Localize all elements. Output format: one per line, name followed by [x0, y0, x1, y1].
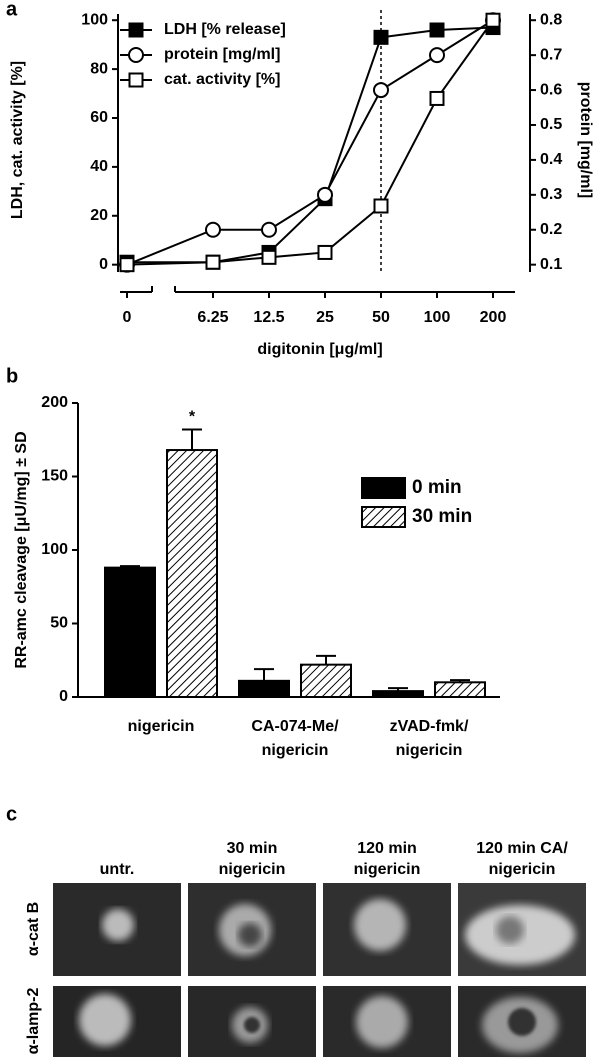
- column-label: 120 min: [357, 840, 417, 857]
- y-tick-label: 80: [90, 60, 108, 77]
- y-tick-label: 50: [50, 615, 68, 632]
- x-tick-label: nigericin: [128, 718, 195, 735]
- y2-tick-label: 0.2: [540, 221, 562, 238]
- legend-label: LDH [% release]: [164, 21, 286, 38]
- panel-label: c: [6, 803, 17, 825]
- error-bar: [316, 654, 336, 665]
- x-tick-label: 50: [372, 309, 390, 326]
- y2-tick-label: 0.6: [540, 81, 562, 98]
- marker: [119, 257, 135, 273]
- y-axis-label: RR-amc cleavage [μU/mg] ± SD: [13, 431, 30, 668]
- y-tick-label: 60: [90, 109, 108, 126]
- marker: [317, 186, 333, 203]
- cell-signal: [79, 994, 131, 1046]
- cell-signal: [354, 899, 406, 951]
- bar: [166, 449, 218, 699]
- y-tick-label: 40: [90, 158, 108, 175]
- bar: [372, 690, 424, 698]
- x-tick-label: 25: [316, 309, 334, 326]
- legend-swatch: [361, 477, 406, 499]
- legend-label: 0 min: [412, 477, 462, 498]
- marker: [373, 82, 389, 99]
- marker: [261, 249, 277, 265]
- y2-tick-label: 0.1: [540, 256, 562, 273]
- cell-signal: [496, 916, 524, 944]
- cell-signal: [102, 909, 134, 941]
- y-tick-label: 100: [81, 11, 108, 28]
- marker: [429, 90, 445, 106]
- cell-signal: [356, 996, 408, 1048]
- marker: [429, 47, 445, 64]
- row-label: α-lamp-2: [25, 988, 42, 1055]
- x-tick-label: nigericin: [396, 742, 463, 759]
- y-tick-label: 200: [41, 394, 68, 411]
- x-tick-label: nigericin: [262, 742, 329, 759]
- x-tick-label: CA-074-Me/: [251, 718, 339, 735]
- error-bar: [254, 668, 274, 681]
- marker: [128, 72, 144, 88]
- cell-signal: [508, 1008, 536, 1036]
- column-label: nigericin: [219, 861, 286, 878]
- y-tick-label: 0: [59, 688, 68, 705]
- legend-swatch: [361, 506, 406, 528]
- x-tick-label: 100: [424, 309, 451, 326]
- legend-label: 30 min: [412, 506, 472, 527]
- micrographs: [53, 883, 586, 1057]
- column-label: nigericin: [354, 861, 421, 878]
- x-tick-label: 200: [480, 309, 507, 326]
- row-label: α-cat B: [25, 902, 42, 956]
- y-axis-label: LDH, cat. activity [%]: [9, 61, 26, 219]
- column-label: 120 min CA/: [476, 840, 568, 857]
- bar: [300, 663, 352, 698]
- marker: [128, 47, 144, 63]
- y2-tick-label: 0.5: [540, 116, 562, 133]
- x-tick-label: 6.25: [197, 309, 228, 326]
- column-label: untr.: [100, 861, 135, 878]
- x-tick-label: zVAD-fmk/: [390, 718, 469, 735]
- cell-signal: [244, 1017, 260, 1033]
- x-tick-label: 0: [123, 309, 132, 326]
- y-tick-label: 0: [99, 256, 108, 273]
- x-tick-label: 12.5: [253, 309, 284, 326]
- y2-tick-label: 0.3: [540, 186, 562, 203]
- panel-label: b: [6, 365, 18, 387]
- marker: [205, 254, 221, 270]
- panel-label: a: [6, 0, 18, 20]
- marker: [261, 221, 277, 238]
- marker: [205, 221, 221, 238]
- y2-tick-label: 0.7: [540, 46, 562, 63]
- y2-tick-label: 0.4: [540, 151, 562, 168]
- marker: [429, 22, 445, 38]
- bar: [104, 566, 156, 699]
- bar: [238, 679, 290, 699]
- error-bar: [120, 565, 140, 568]
- error-bar: [182, 428, 202, 451]
- cell-signal: [238, 923, 262, 947]
- marker: [317, 244, 333, 260]
- marker: [373, 29, 389, 45]
- legend-label: cat. activity [%]: [164, 71, 280, 88]
- column-label: nigericin: [489, 861, 556, 878]
- legend-label: protein [mg/ml]: [164, 46, 280, 63]
- y2-tick-label: 0.8: [540, 11, 562, 28]
- y-tick-label: 20: [90, 207, 108, 224]
- y-tick-label: 150: [41, 468, 68, 485]
- error-bar: [450, 679, 470, 683]
- marker: [485, 12, 501, 28]
- y-tick-label: 100: [41, 541, 68, 558]
- marker: [128, 22, 144, 38]
- y2-axis-label: protein [mg/ml]: [577, 82, 594, 198]
- bar: [434, 681, 486, 698]
- error-bar: [388, 687, 408, 692]
- annotation: *: [189, 409, 196, 426]
- x-axis-label: digitonin [μg/ml]: [257, 341, 382, 358]
- marker: [373, 198, 389, 214]
- column-label: 30 min: [227, 840, 278, 857]
